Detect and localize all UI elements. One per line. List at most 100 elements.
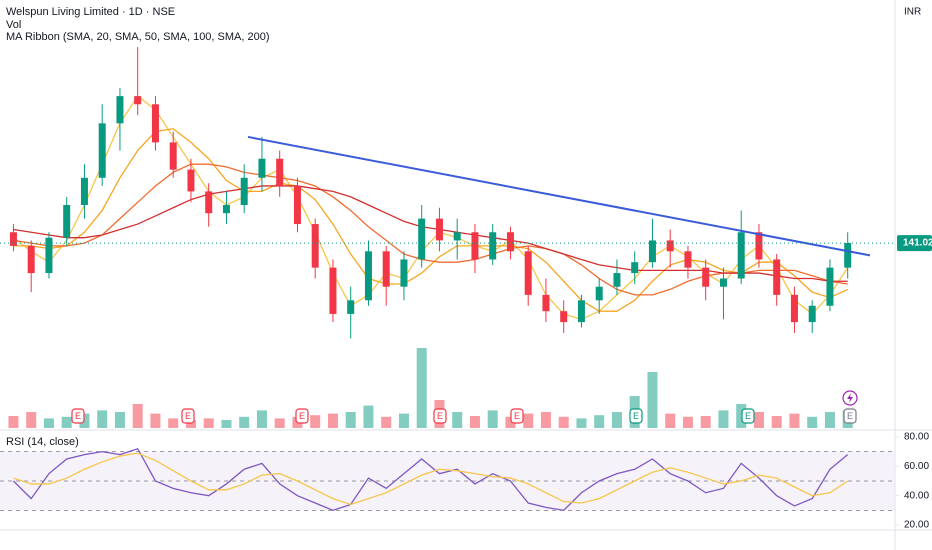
volume-bar <box>789 413 800 428</box>
candle-body <box>169 142 177 170</box>
event-badge <box>71 408 85 424</box>
candle-body <box>98 123 106 178</box>
volume-bar <box>61 416 72 428</box>
candle-body <box>826 267 834 306</box>
volume-bar <box>132 404 143 428</box>
y-tick-label: 80.00 <box>904 432 929 443</box>
volume-bar <box>594 415 605 428</box>
event-label: E <box>437 411 443 421</box>
volume-bar <box>150 413 161 428</box>
volume-bar <box>97 410 108 428</box>
candle-body <box>116 96 124 124</box>
volume-bar <box>203 418 214 428</box>
candle-body <box>577 300 585 323</box>
text-layer: Welspun Living Limited · 1D · NSE Vol MA… <box>6 6 932 531</box>
event-badge <box>181 408 195 424</box>
event-badge <box>843 408 857 424</box>
volume-bar <box>824 412 835 428</box>
volume-bar <box>682 416 693 428</box>
volume-bar <box>469 416 480 428</box>
volume-bar <box>381 416 392 428</box>
volume-bar <box>398 413 409 428</box>
candle-body <box>222 205 230 214</box>
candle-body <box>702 267 710 287</box>
volume-bar <box>505 416 516 428</box>
candle-body <box>631 262 639 274</box>
volume-bar <box>274 418 285 428</box>
candle-body <box>63 205 71 238</box>
volume-bar <box>700 416 711 428</box>
volume-bar <box>540 412 551 428</box>
candle-body <box>347 300 355 314</box>
event-label: E <box>633 411 639 421</box>
candle-body <box>27 245 35 274</box>
candle-body <box>293 185 301 225</box>
volume-bar <box>327 413 338 428</box>
candle-body <box>258 158 266 178</box>
candle-body <box>471 232 479 260</box>
event-badge <box>741 408 755 424</box>
candle-body <box>524 251 532 295</box>
event-label: E <box>514 411 520 421</box>
candle-body <box>240 177 248 206</box>
candle-body <box>187 169 195 192</box>
candle-body <box>790 294 798 323</box>
volume-bar <box>43 418 54 428</box>
y-tick-label: 20.00 <box>904 520 929 531</box>
volume-bar <box>114 412 125 428</box>
candle-body <box>151 104 159 143</box>
candle-body <box>613 273 621 287</box>
rsi-line <box>13 452 849 506</box>
volume-bar <box>256 410 267 428</box>
candle-body <box>755 232 763 260</box>
candle-body <box>276 158 284 186</box>
volume-bar <box>345 412 356 428</box>
candle-body <box>719 278 727 287</box>
volume-bar <box>753 412 764 428</box>
candle-body <box>134 96 142 105</box>
candle-body <box>364 251 372 301</box>
volume-bar <box>736 404 747 428</box>
candle-body <box>9 232 17 246</box>
grid-layer <box>0 436 899 526</box>
event-badge <box>510 408 524 424</box>
candle-body <box>80 177 88 206</box>
event-label: E <box>847 411 853 421</box>
candle-body <box>648 240 656 263</box>
volume-bar <box>221 420 232 428</box>
rsi-title: RSI (14, close) <box>6 436 79 448</box>
volume-label: Vol <box>6 19 21 31</box>
candle-body <box>684 251 692 268</box>
volume-bar <box>310 415 321 428</box>
volume-bar <box>558 416 569 428</box>
volume-bar <box>416 348 427 428</box>
candle-body <box>666 240 674 252</box>
volume-bar <box>8 416 19 428</box>
event-label: E <box>745 411 751 421</box>
candle-body <box>844 243 852 268</box>
volume-bar <box>363 405 374 428</box>
candle-body <box>45 237 53 274</box>
volume-bar <box>611 412 622 428</box>
candle-body <box>737 232 745 279</box>
volume-bar <box>452 412 463 428</box>
volume-bar <box>647 372 658 428</box>
alert-bolt <box>847 393 853 403</box>
volume-bar <box>523 413 534 428</box>
candle-body <box>435 218 443 241</box>
candle-body <box>453 232 461 241</box>
event-badge <box>295 408 309 424</box>
candle-body <box>311 224 319 268</box>
y-tick-label: 40.00 <box>904 490 929 501</box>
volume-bar <box>771 416 782 428</box>
candle-body <box>808 305 816 323</box>
volume-bar <box>807 416 818 428</box>
candle-body <box>329 267 337 314</box>
volume-bar <box>576 418 587 428</box>
ma-ribbon-label: MA Ribbon (SMA, 20, SMA, 50, SMA, 100, S… <box>6 31 270 43</box>
currency: INR <box>904 7 921 18</box>
volume-bar <box>487 410 498 428</box>
event-badge <box>433 408 447 424</box>
volume-bar <box>168 418 179 428</box>
